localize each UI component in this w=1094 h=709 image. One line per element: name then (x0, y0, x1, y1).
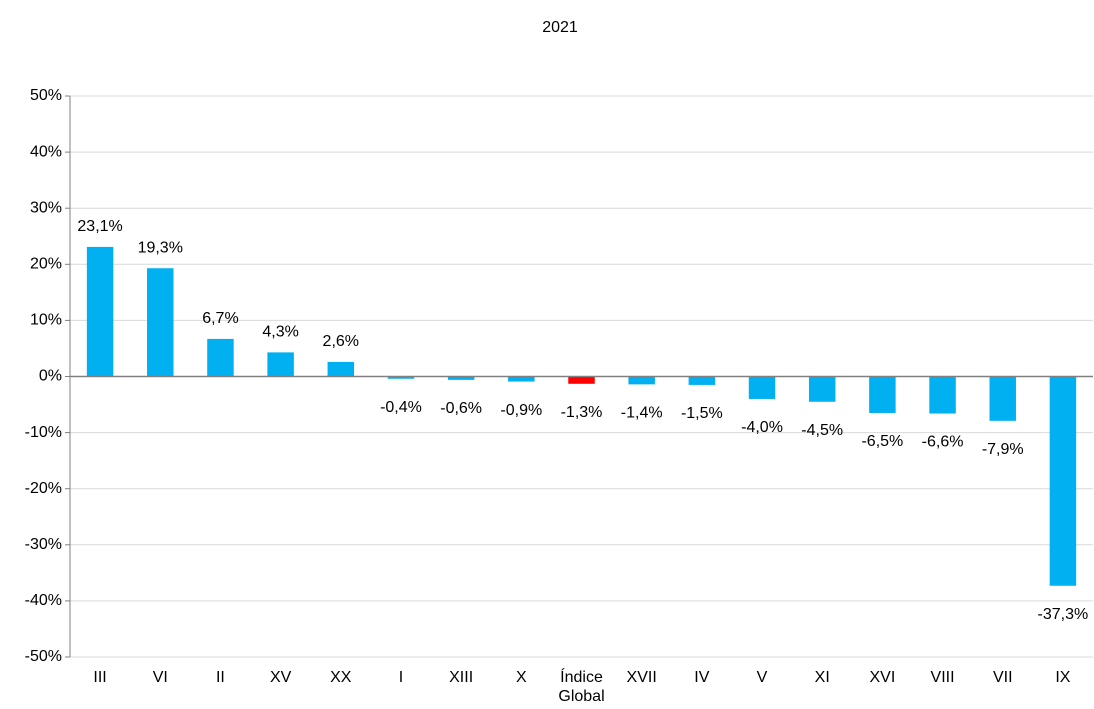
value-label: -0,4% (380, 399, 422, 416)
bar (327, 361, 355, 377)
x-tick-label: I (398, 669, 404, 686)
x-tick-label: XV (269, 669, 292, 686)
value-label: -0,6% (440, 400, 482, 417)
x-tick-label: IV (694, 669, 710, 686)
y-tick-label: -40% (25, 592, 62, 609)
bar (86, 246, 114, 377)
value-label: 19,3% (138, 239, 183, 256)
x-tick-label: VII (992, 669, 1013, 686)
bar (207, 338, 234, 377)
bar (387, 376, 415, 379)
y-tick-label: 40% (30, 143, 62, 160)
value-label: -4,0% (741, 419, 783, 436)
value-label: -0,9% (500, 402, 542, 419)
bar (748, 376, 776, 399)
value-label: 4,3% (262, 324, 298, 341)
y-tick-label: -20% (25, 480, 62, 497)
value-label: 2,6% (323, 333, 359, 350)
bar (808, 376, 836, 402)
x-tick-label: XI (814, 669, 830, 686)
x-tick-label: II (215, 669, 225, 686)
y-tick-label: 20% (30, 256, 62, 273)
x-tick-label: V (756, 669, 768, 686)
y-tick-label: -50% (25, 648, 62, 665)
x-tick-label: III (93, 669, 107, 686)
y-tick-label: 0% (39, 368, 62, 385)
bar (929, 376, 956, 414)
x-tick-label: XIII (449, 669, 474, 686)
bar (869, 376, 896, 413)
value-label: -6,5% (861, 433, 903, 450)
bar (568, 376, 595, 384)
value-label: 6,7% (202, 310, 238, 327)
x-tick-label: Índice Global (558, 669, 605, 705)
bar (989, 376, 1016, 421)
x-tick-label: X (515, 669, 527, 686)
y-tick-label: 50% (30, 87, 62, 104)
x-tick-label: XVI (869, 669, 896, 686)
value-label: -37,3% (1038, 606, 1089, 623)
x-tick-label: VIII (930, 669, 955, 686)
y-tick-label: -10% (25, 424, 62, 441)
value-label: 23,1% (77, 218, 122, 235)
bar (447, 376, 475, 380)
bar (267, 352, 294, 377)
value-label: -7,9% (982, 441, 1024, 458)
value-label: -4,5% (801, 422, 843, 439)
y-tick-label: 10% (30, 312, 62, 329)
x-tick-label: VI (152, 669, 168, 686)
value-label: -6,6% (922, 434, 964, 451)
y-tick-label: -30% (25, 536, 62, 553)
chart-title: 2021 (542, 19, 578, 36)
bar (508, 376, 535, 382)
y-tick-label: 30% (30, 199, 62, 216)
bar (1049, 376, 1077, 586)
value-label: -1,3% (561, 404, 603, 421)
x-tick-label: IX (1055, 669, 1071, 686)
x-tick-label: XX (330, 669, 352, 686)
x-tick-label: XVII (626, 669, 657, 686)
value-label: -1,4% (621, 405, 663, 422)
bar (628, 376, 655, 385)
bar (147, 268, 174, 377)
value-label: -1,5% (681, 405, 723, 422)
bar (688, 376, 716, 385)
